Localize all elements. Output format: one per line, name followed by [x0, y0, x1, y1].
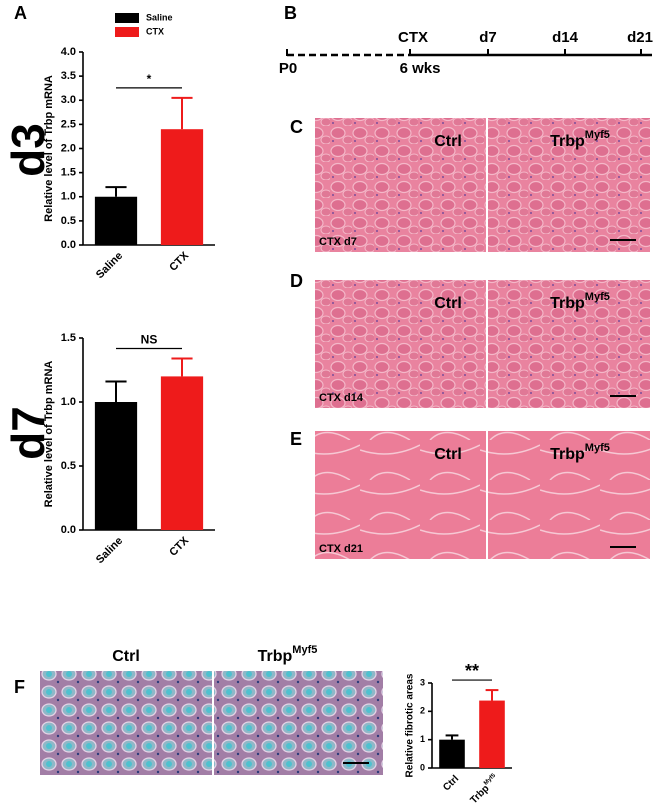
- legend-swatch: [115, 13, 139, 23]
- y-tick-label: 0.5: [61, 460, 76, 472]
- category: CTX: [167, 534, 192, 559]
- category: Ctrl: [441, 773, 461, 793]
- bar: [479, 700, 505, 768]
- legend-label: Saline: [146, 12, 173, 22]
- x-tick-label: Saline: [94, 250, 125, 281]
- timeline-label: d14: [552, 29, 579, 46]
- micrograph: [488, 118, 650, 252]
- category: Trbp: [468, 783, 491, 804]
- label-sup: Myf5: [585, 129, 610, 141]
- y-tick-label: 2: [420, 706, 425, 716]
- significance-label: NS: [141, 333, 158, 347]
- y-tick-label: 3.5: [61, 70, 76, 82]
- bar: [94, 196, 138, 245]
- x-tick-label: TrbpMyf5: [467, 772, 501, 804]
- image-label: TrbpMyf5: [550, 129, 610, 150]
- image-label: Ctrl: [112, 648, 140, 665]
- image-label: TrbpMyf5: [258, 644, 318, 665]
- image-label: TrbpMyf5: [550, 442, 610, 463]
- x-tick-label: CTX: [167, 534, 192, 559]
- image-caption: CTX d7: [319, 236, 357, 248]
- micrograph: [315, 431, 486, 559]
- y-tick-label: 1.0: [61, 396, 76, 408]
- y-tick-label: 1.5: [61, 167, 76, 179]
- panel-letter: D: [290, 271, 303, 291]
- y-tick-label: 2.0: [61, 142, 76, 154]
- y-tick-label: 0.0: [61, 239, 76, 251]
- x-tick-label: Saline: [94, 535, 125, 566]
- panel-letter: F: [14, 677, 25, 697]
- y-tick-label: 3: [420, 677, 425, 687]
- y-axis-label: Relative fibrotic areas: [405, 673, 416, 777]
- bar: [160, 129, 204, 245]
- y-tick-label: 1: [420, 734, 425, 744]
- image-caption: CTX d21: [319, 543, 363, 555]
- label-main: Trbp: [550, 295, 585, 312]
- y-tick-label: 3.0: [61, 94, 76, 106]
- y-tick-label: 0.0: [61, 524, 76, 536]
- micrograph: [488, 280, 650, 408]
- panel-letter: E: [290, 429, 302, 449]
- image-label: TrbpMyf5: [550, 291, 610, 312]
- image-label: Ctrl: [434, 295, 462, 312]
- micrograph: [315, 118, 486, 252]
- micrograph: [488, 431, 650, 559]
- image-caption: CTX d14: [319, 392, 364, 404]
- micrograph: [315, 280, 486, 408]
- label-sup: Myf5: [585, 442, 610, 454]
- legend-swatch: [115, 27, 139, 37]
- label-main: Trbp: [550, 133, 585, 150]
- micrograph: [40, 671, 212, 775]
- y-tick-label: 1.0: [61, 191, 76, 203]
- category: CTX: [167, 249, 192, 274]
- significance-label: *: [147, 72, 152, 86]
- bar: [439, 739, 465, 768]
- panel-letter: C: [290, 117, 303, 137]
- side-label: d7: [2, 406, 54, 460]
- image-label: Ctrl: [434, 446, 462, 463]
- timeline-label: CTX: [398, 29, 428, 46]
- y-axis-label: Relative level of Trbp mRNA: [43, 361, 55, 508]
- panel-letter: A: [14, 3, 27, 23]
- legend-label: CTX: [146, 26, 164, 36]
- y-tick-label: 0: [420, 762, 425, 772]
- bar: [94, 402, 138, 530]
- timeline-label: P0: [279, 60, 297, 77]
- y-tick-label: 1.5: [61, 332, 76, 344]
- side-label: d3: [2, 123, 54, 177]
- y-tick-label: 4.0: [61, 46, 76, 58]
- label-sup: Myf5: [292, 644, 317, 656]
- panel-letter: B: [284, 3, 297, 23]
- timeline-label: d7: [479, 29, 497, 46]
- micrograph: [214, 671, 383, 775]
- timeline-label: 6 wks: [400, 60, 441, 77]
- label-main: Trbp: [550, 446, 585, 463]
- category: Saline: [94, 250, 125, 281]
- y-tick-label: 0.5: [61, 215, 76, 227]
- y-axis-label: Relative level of Trbp mRNA: [43, 75, 55, 222]
- category-sup: Myf5: [483, 772, 497, 786]
- significance-label: **: [465, 661, 479, 681]
- image-label: Ctrl: [434, 133, 462, 150]
- label-sup: Myf5: [585, 291, 610, 303]
- x-tick-label: CTX: [167, 249, 192, 274]
- label-main: Trbp: [258, 648, 293, 665]
- bar: [160, 376, 204, 530]
- x-tick-label: Ctrl: [441, 773, 461, 793]
- y-tick-label: 2.5: [61, 118, 76, 130]
- category: Saline: [94, 535, 125, 566]
- timeline-label: d21: [627, 29, 653, 46]
